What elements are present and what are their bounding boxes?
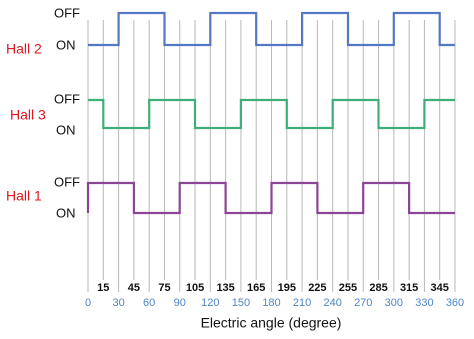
- minor-tick-label: 45: [128, 282, 140, 294]
- major-tick-label: 0: [85, 297, 91, 309]
- axis-title: Electric angle (degree): [201, 315, 342, 331]
- major-tick-label: 90: [174, 297, 186, 309]
- signal-label: Hall 3: [10, 107, 46, 123]
- signal-label: Hall 2: [6, 41, 42, 57]
- level-on: ON: [56, 122, 76, 137]
- major-tick-label: 120: [201, 297, 219, 309]
- hall3-waveform: [88, 98, 455, 130]
- major-tick-label: 30: [112, 297, 124, 309]
- major-tick-label: 330: [415, 297, 433, 309]
- level-off: OFF: [54, 91, 80, 106]
- level-on: ON: [56, 205, 76, 220]
- minor-tick-label: 345: [431, 282, 449, 294]
- minor-tick-label: 105: [186, 282, 204, 294]
- minor-tick-label: 255: [339, 282, 357, 294]
- grid-lines: [87, 20, 456, 292]
- level-off: OFF: [54, 174, 80, 189]
- minor-tick-label: 315: [400, 282, 418, 294]
- minor-tick-label: 135: [216, 282, 234, 294]
- major-tick-label: 150: [232, 297, 250, 309]
- major-tick-label: 210: [293, 297, 311, 309]
- major-tick-label: 270: [354, 297, 372, 309]
- minor-tick-label: 195: [278, 282, 296, 294]
- minor-tick-label: 15: [97, 282, 109, 294]
- level-off: OFF: [54, 5, 80, 20]
- level-on: ON: [56, 37, 76, 52]
- signal-label: Hall 1: [6, 188, 42, 204]
- major-tick-label: 360: [446, 297, 464, 309]
- minor-tick-label: 165: [247, 282, 265, 294]
- major-tick-label: 300: [385, 297, 403, 309]
- major-tick-label: 60: [143, 297, 155, 309]
- major-tick-label: 180: [262, 297, 280, 309]
- minor-tick-label: 225: [308, 282, 326, 294]
- minor-tick-label: 75: [158, 282, 170, 294]
- hall2-waveform: [88, 11, 455, 47]
- minor-tick-label: 285: [369, 282, 387, 294]
- major-tick-label: 240: [323, 297, 341, 309]
- hall1-waveform: [86, 181, 455, 215]
